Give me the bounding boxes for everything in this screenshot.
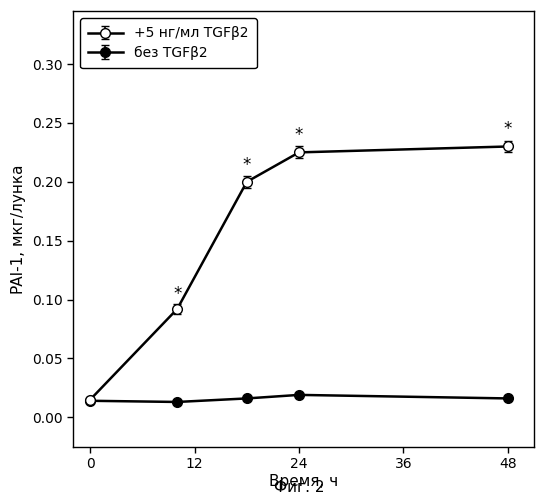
- Legend: +5 нг/мл TGFβ2, без TGFβ2: +5 нг/мл TGFβ2, без TGFβ2: [80, 18, 257, 68]
- Y-axis label: PAI-1, мкг/лунка: PAI-1, мкг/лунка: [11, 164, 26, 294]
- Text: Фиг. 2: Фиг. 2: [275, 480, 325, 495]
- Text: *: *: [173, 285, 181, 303]
- Text: *: *: [504, 120, 512, 138]
- Text: *: *: [243, 156, 251, 174]
- X-axis label: Время, ч: Время, ч: [269, 474, 338, 489]
- Text: *: *: [295, 126, 303, 144]
